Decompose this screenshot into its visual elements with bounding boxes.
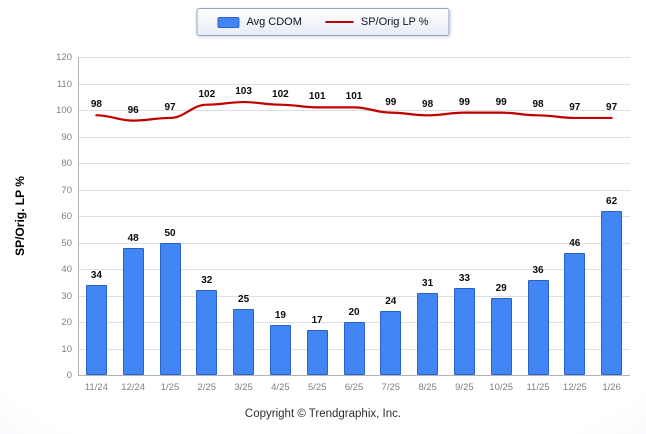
bar-value-label: 24 [385, 296, 397, 308]
bar [380, 311, 402, 375]
line-value-label: 103 [235, 86, 252, 98]
line-value-label: 98 [532, 99, 544, 111]
line-value-label: 99 [385, 96, 397, 108]
gridline [78, 216, 630, 217]
line-value-label: 99 [495, 96, 507, 108]
line-value-label: 101 [345, 91, 363, 103]
x-axis-tick-label: 11/25 [526, 382, 550, 393]
bar [601, 210, 623, 375]
bar [85, 284, 107, 375]
x-axis-tick-label: 9/25 [455, 382, 474, 393]
line-value-label: 102 [272, 88, 289, 100]
bar [343, 322, 365, 375]
bar-value-label: 19 [274, 309, 286, 321]
bar-value-label: 32 [201, 275, 213, 287]
line-value-label: 96 [127, 104, 139, 116]
gridline [78, 83, 630, 85]
y-axis-tick-label: 110 [56, 78, 72, 90]
legend-item: SP/Orig LP % [325, 16, 429, 28]
gridline [78, 136, 630, 138]
bar [159, 242, 181, 375]
x-axis-tick-label: 11/24 [84, 382, 108, 393]
line-value-label: 98 [422, 99, 434, 111]
bar-value-label: 34 [90, 269, 102, 281]
bar [417, 292, 439, 375]
y-axis-tick-label: 40 [61, 264, 72, 275]
bar-value-label: 25 [238, 293, 250, 305]
gridline [78, 110, 630, 111]
x-axis-tick-label: 1/26 [602, 382, 621, 393]
line-value-label: 98 [90, 99, 102, 111]
gridline [78, 189, 630, 191]
legend-label: Avg CDOM [246, 16, 302, 28]
line-value-label: 99 [458, 96, 470, 108]
bar [453, 287, 475, 375]
line-value-label: 101 [308, 91, 326, 103]
legend-item: Avg CDOM [217, 16, 302, 28]
y-axis-tick-label: 90 [61, 131, 72, 143]
bar-value-label: 48 [127, 232, 139, 244]
line-value-label: 102 [198, 88, 216, 100]
y-axis-tick-label: 10 [61, 343, 72, 355]
bar-value-label: 29 [495, 283, 507, 295]
bar-value-label: 36 [532, 264, 544, 276]
bar-value-label: 33 [458, 272, 470, 284]
y-axis-line [78, 57, 79, 375]
y-axis-tick-label: 20 [61, 317, 72, 328]
y-axis-tick-label: 30 [61, 290, 72, 302]
x-axis-tick-label: 12/24 [121, 382, 146, 393]
x-axis-tick-label: 12/25 [562, 382, 587, 393]
y-axis-tick-label: 70 [61, 184, 72, 196]
y-axis-tick-label: 80 [61, 158, 72, 169]
x-axis-line [78, 375, 630, 376]
x-axis-tick-label: 7/25 [381, 382, 401, 393]
x-axis-tick-label: 1/25 [160, 382, 180, 393]
bar-value-label: 46 [569, 238, 581, 250]
bar [490, 298, 512, 375]
bar [564, 253, 586, 375]
x-axis-tick-label: 3/25 [234, 382, 253, 393]
gridline [78, 57, 630, 58]
bar-series-swatch-icon [217, 16, 240, 28]
bar-value-label: 17 [311, 314, 323, 326]
line-value-label: 97 [164, 101, 176, 113]
bar [196, 290, 218, 375]
x-axis-tick-label: 5/25 [307, 382, 327, 393]
x-axis-tick-label: 8/25 [418, 382, 437, 393]
gridline [78, 269, 630, 270]
legend: Avg CDOM SP/Orig LP % [196, 8, 450, 36]
bar [527, 279, 549, 375]
bar [306, 329, 328, 375]
bar [233, 308, 255, 375]
y-axis-tick-label: 120 [56, 52, 72, 63]
bar [122, 247, 144, 375]
bar-value-label: 20 [348, 307, 360, 318]
legend-label: SP/Orig LP % [360, 16, 429, 28]
bar-value-label: 50 [164, 227, 176, 239]
line-value-label: 97 [606, 101, 618, 113]
y-axis-tick-label: 0 [66, 370, 72, 381]
gridline [78, 242, 630, 244]
bar-value-label: 62 [606, 195, 618, 207]
bar [269, 324, 291, 375]
y-axis-tick-label: 100 [56, 105, 72, 116]
gridline [78, 163, 630, 164]
line-value-label: 97 [569, 101, 581, 113]
x-axis-tick-label: 2/25 [197, 382, 217, 393]
y-axis-tick-label: 50 [61, 237, 72, 249]
line-series-swatch-icon [325, 21, 354, 23]
x-axis-tick-label: 6/25 [344, 382, 364, 393]
gridline [78, 295, 630, 297]
bar-value-label: 31 [422, 277, 434, 289]
x-axis-tick-label: 4/25 [271, 382, 290, 393]
x-axis-tick-label: 10/25 [489, 382, 514, 393]
copyright-text: Copyright © Trendgraphix, Inc. [244, 408, 402, 420]
y-axis-tick-label: 60 [61, 211, 72, 222]
